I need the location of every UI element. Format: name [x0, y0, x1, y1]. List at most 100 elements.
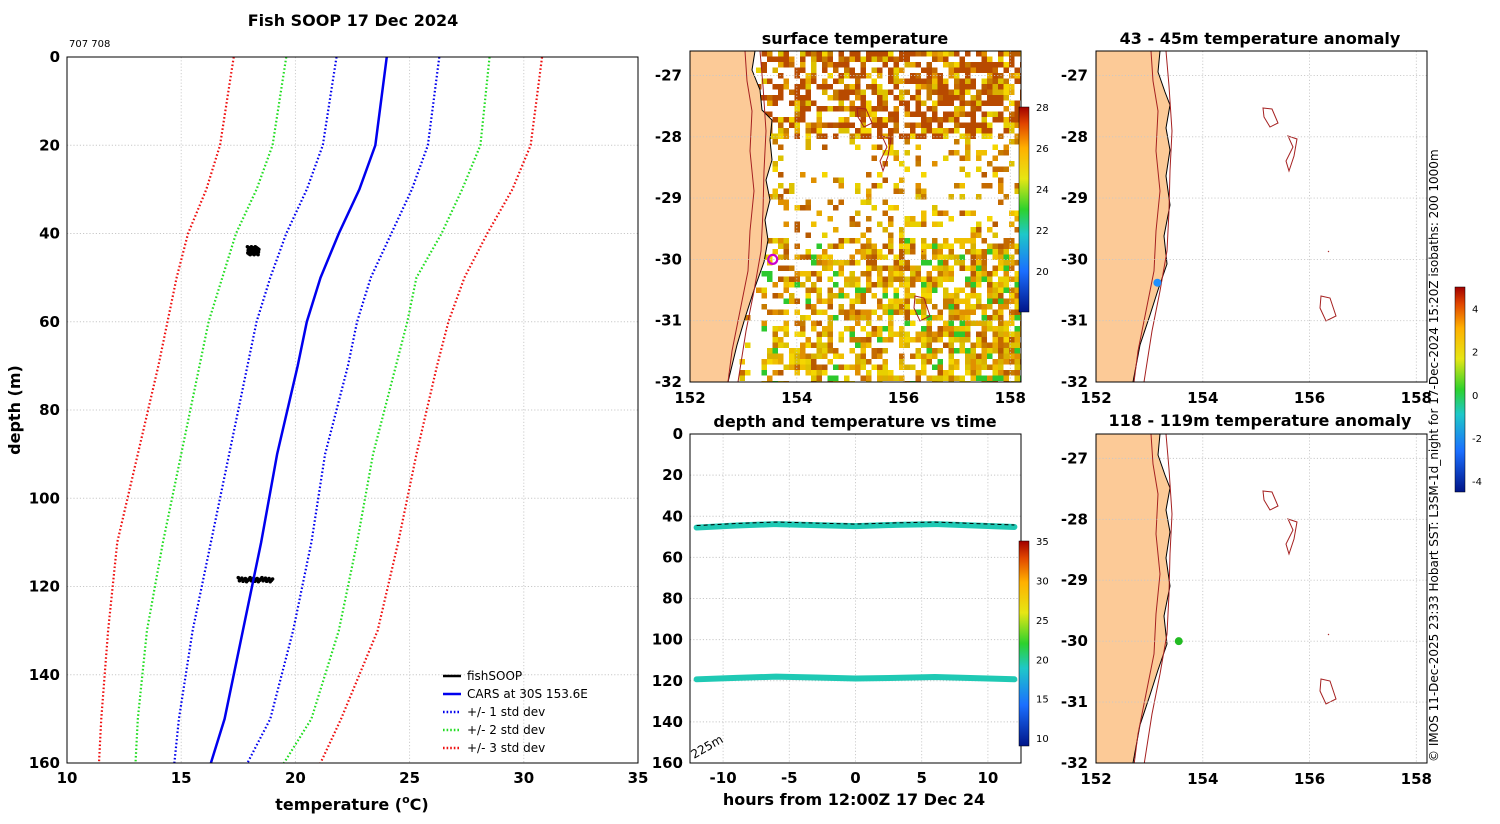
sst-pixel — [783, 84, 789, 90]
sst-pixel — [992, 111, 998, 117]
sst-pixel — [811, 353, 817, 359]
sst-pixel — [822, 122, 828, 128]
sst-pixel — [805, 205, 811, 211]
sst-pixel — [992, 67, 998, 73]
sst-pixel — [954, 260, 960, 266]
sst-pixel — [948, 293, 954, 299]
sst-pixel — [827, 51, 833, 57]
sst-pixel — [926, 293, 932, 299]
sst-pixel — [838, 265, 844, 271]
sst-pixel — [888, 67, 894, 73]
sst-pixel — [772, 188, 778, 194]
sst-pixel — [932, 375, 938, 381]
sst-pixel — [772, 133, 778, 139]
sst-pixel — [772, 342, 778, 348]
sst-pixel — [932, 51, 938, 57]
sst-pixel — [1014, 326, 1020, 332]
sst-pixel — [860, 243, 866, 249]
sst-pixel — [838, 95, 844, 101]
isobath-1000m — [1143, 51, 1173, 382]
sst-pixel — [976, 106, 982, 112]
sst-pixel — [767, 78, 773, 84]
sst-pixel — [778, 133, 784, 139]
sst-pixel — [794, 320, 800, 326]
sst-pixel — [976, 276, 982, 282]
sst-pixel — [921, 221, 927, 227]
sst-pixel — [937, 95, 943, 101]
sst-pixel — [998, 287, 1004, 293]
sst-pixel — [987, 320, 993, 326]
sst-pixel — [921, 243, 927, 249]
sst-pixel — [965, 265, 971, 271]
sst-pixel — [899, 232, 905, 238]
sst-pixel — [926, 78, 932, 84]
seamount-isobath — [1327, 633, 1330, 636]
sst-pixel — [794, 282, 800, 288]
sst-pixel — [871, 51, 877, 57]
sst-pixel — [800, 326, 806, 332]
sst-pixel — [877, 56, 883, 62]
sst-pixel — [921, 326, 927, 332]
sst-map: surface temperature 152 154 156 158-27-28-2… — [655, 29, 1049, 407]
sst-pixel — [998, 100, 1004, 106]
sst-pixel — [849, 304, 855, 310]
sst-pixel — [948, 331, 954, 337]
sst-pixel — [811, 282, 817, 288]
sst-pixel — [987, 348, 993, 354]
sst-pixel — [987, 375, 993, 381]
sst-pixel — [888, 216, 894, 222]
sst-pixel — [855, 309, 861, 315]
sst-pixel — [910, 309, 916, 315]
sst-pixel — [970, 100, 976, 106]
sst-pixel — [904, 276, 910, 282]
sst-pixel — [959, 326, 965, 332]
sst-pixel — [904, 309, 910, 315]
sst-pixel — [800, 331, 806, 337]
sst-pixel — [910, 95, 916, 101]
sst-pixel — [970, 254, 976, 260]
sst-pixel — [745, 370, 751, 376]
sst-pixel — [1003, 375, 1009, 381]
sst-pixel — [943, 128, 949, 134]
sst-pixel — [866, 133, 872, 139]
sst-pixel — [871, 282, 877, 288]
sst-pixel — [877, 89, 883, 95]
sst-pixel — [871, 56, 877, 62]
sst-pixel — [937, 78, 943, 84]
sst-pixel — [948, 243, 954, 249]
sst-pixel — [948, 89, 954, 95]
sst-pixel — [921, 331, 927, 337]
sst-pixel — [998, 260, 1004, 266]
sst-pixel — [838, 271, 844, 277]
sst-pixel — [805, 78, 811, 84]
sst-pixel — [937, 348, 943, 354]
sst-pixel — [1003, 249, 1009, 255]
sst-pixel — [932, 243, 938, 249]
sst-pixel — [992, 375, 998, 381]
sst-pixel — [827, 315, 833, 321]
sst-pixel — [970, 304, 976, 310]
sst-pixel — [932, 106, 938, 112]
sst-pixel — [816, 342, 822, 348]
map-y-tick-label: -27 — [655, 67, 682, 85]
sst-pixel — [849, 238, 855, 244]
sst-pixel — [888, 265, 894, 271]
sst-pixel — [805, 232, 811, 238]
sst-pixel — [800, 51, 806, 57]
sst-pixel — [987, 364, 993, 370]
sst-pixel — [987, 122, 993, 128]
sst-pixel — [789, 364, 795, 370]
sst-pixel — [965, 359, 971, 365]
sst-pixel — [948, 254, 954, 260]
sst-pixel — [816, 320, 822, 326]
sst-pixel — [855, 287, 861, 293]
profile-series-std-lower — [97, 56, 235, 764]
profile-series-std-lower — [173, 56, 338, 764]
sst-pixel — [1003, 370, 1009, 376]
sst-pixel — [910, 271, 916, 277]
sst-pixel — [893, 56, 899, 62]
sst-pixel — [1003, 282, 1009, 288]
sst-pixel — [789, 188, 795, 194]
sst-pixel — [860, 254, 866, 260]
sst-pixel — [932, 337, 938, 343]
